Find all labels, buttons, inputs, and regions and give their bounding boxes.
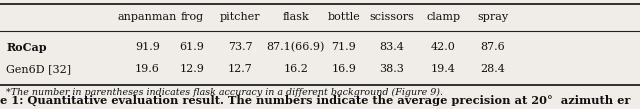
Text: spray: spray (477, 12, 508, 22)
Text: scissors: scissors (369, 12, 414, 22)
Text: anpanman: anpanman (118, 12, 177, 22)
Text: 19.6: 19.6 (135, 64, 159, 74)
Text: 16.9: 16.9 (332, 64, 356, 74)
Text: Gen6D [32]: Gen6D [32] (6, 64, 72, 74)
Text: 73.7: 73.7 (228, 42, 252, 52)
Text: e 1: Quantitative evaluation result. The numbers indicate the average precision : e 1: Quantitative evaluation result. The… (0, 95, 630, 106)
Text: 71.9: 71.9 (332, 42, 356, 52)
Text: 38.3: 38.3 (380, 64, 404, 74)
Text: RoCap: RoCap (6, 42, 47, 53)
Text: 16.2: 16.2 (284, 64, 308, 74)
Text: frog: frog (180, 12, 204, 22)
Text: flask: flask (282, 12, 309, 22)
Text: 42.0: 42.0 (431, 42, 456, 52)
Text: 87.6: 87.6 (481, 42, 505, 52)
Text: 83.4: 83.4 (380, 42, 404, 52)
Text: 61.9: 61.9 (180, 42, 204, 52)
Text: clamp: clamp (426, 12, 461, 22)
Text: 12.9: 12.9 (180, 64, 204, 74)
Text: *The number in parentheses indicates flask accuracy in a different background (F: *The number in parentheses indicates fla… (6, 88, 444, 97)
Text: 91.9: 91.9 (135, 42, 159, 52)
Text: 19.4: 19.4 (431, 64, 456, 74)
Text: bottle: bottle (327, 12, 360, 22)
Text: 12.7: 12.7 (228, 64, 252, 74)
Text: 28.4: 28.4 (481, 64, 505, 74)
Text: pitcher: pitcher (220, 12, 260, 22)
Text: 87.1(66.9): 87.1(66.9) (266, 42, 325, 53)
